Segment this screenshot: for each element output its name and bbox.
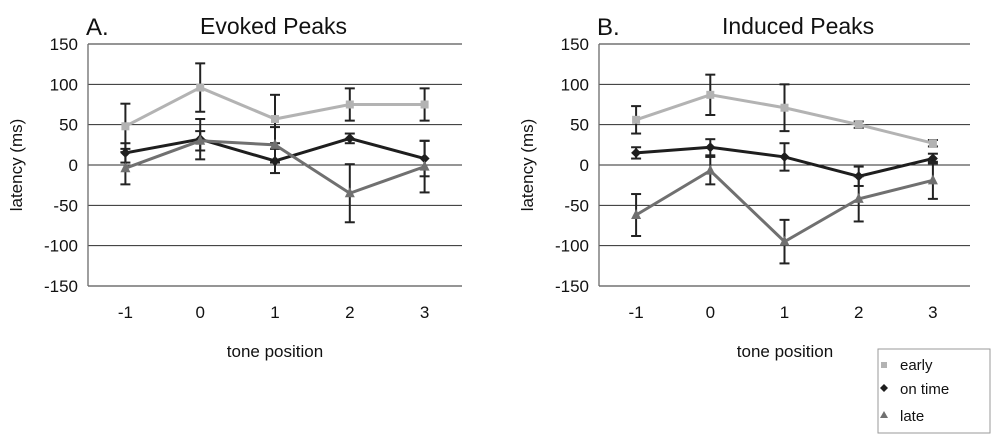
data-point <box>705 142 716 153</box>
x-axis-title: tone position <box>227 342 323 361</box>
data-point <box>345 100 354 109</box>
y-tick-label: -150 <box>555 277 589 296</box>
x-tick-label: 3 <box>928 303 937 322</box>
x-tick-label: 1 <box>780 303 789 322</box>
data-point <box>780 103 789 112</box>
y-tick-label: -50 <box>564 196 589 215</box>
chart-panel-evoked-peaks: A. Evoked Peaks 150 100 50 0 -50 -100 -150 -1 0 1 2 3… <box>7 13 462 361</box>
y-tick-label: 0 <box>69 156 78 175</box>
data-point <box>120 162 131 173</box>
y-tick-label: 100 <box>561 75 589 94</box>
data-point <box>196 83 205 92</box>
y-tick-label: -150 <box>44 277 78 296</box>
data-point <box>779 151 790 162</box>
series-late <box>120 126 430 224</box>
panel-label: B. <box>597 14 620 41</box>
x-tick-label: 2 <box>854 303 863 322</box>
data-point <box>270 138 280 149</box>
y-tick-label: -100 <box>555 237 589 256</box>
data-point <box>420 100 429 109</box>
y-axis-title: latency (ms) <box>7 119 26 212</box>
x-tick-label: 3 <box>420 303 429 322</box>
y-tick-label: 150 <box>50 35 78 54</box>
data-point <box>419 160 430 171</box>
legend-label-late: late <box>900 408 924 425</box>
series-early <box>631 73 938 148</box>
x-tick-label: 1 <box>270 303 279 322</box>
data-point <box>632 115 641 124</box>
data-point <box>853 192 864 203</box>
y-tick-label: 100 <box>50 75 78 94</box>
legend-label-early: early <box>900 357 933 374</box>
x-tick-label: 2 <box>345 303 354 322</box>
x-tick-label: -1 <box>118 303 133 322</box>
legend-label-on-time: on time <box>900 381 949 398</box>
y-tick-label: -50 <box>53 196 78 215</box>
x-tick-label: 0 <box>195 303 204 322</box>
data-point <box>779 235 790 246</box>
data-point <box>927 174 938 185</box>
legend-marker-on-time <box>880 384 888 392</box>
chart-title: Induced Peaks <box>722 13 874 39</box>
data-point <box>271 115 279 124</box>
legend-marker-late <box>880 411 888 418</box>
x-tick-label: -1 <box>629 303 644 322</box>
series-early <box>120 62 430 150</box>
y-tick-label: 150 <box>561 35 589 54</box>
data-point <box>344 133 355 144</box>
chart-panel-induced-peaks: B. Induced Peaks 150 100 50 0 -50 -100 -150 -1 0 1 2… <box>518 13 970 361</box>
data-point <box>631 209 642 220</box>
data-point <box>706 90 715 99</box>
y-tick-label: -100 <box>44 237 78 256</box>
data-point <box>928 139 937 148</box>
x-tick-label: 0 <box>706 303 715 322</box>
data-point <box>121 122 130 131</box>
data-point <box>631 147 642 158</box>
x-axis-title: tone position <box>737 342 833 361</box>
series-on-time <box>631 138 938 187</box>
legend-marker-early <box>881 362 887 368</box>
data-point <box>195 134 206 145</box>
data-point <box>344 187 355 198</box>
legend: early on time late <box>877 348 991 434</box>
y-tick-label: 0 <box>580 156 589 175</box>
y-tick-label: 50 <box>59 116 78 135</box>
chart-title: Evoked Peaks <box>200 13 347 39</box>
data-point <box>705 164 716 175</box>
y-tick-label: 50 <box>570 116 589 135</box>
y-axis-title: latency (ms) <box>518 119 537 212</box>
data-point <box>854 120 863 129</box>
panel-label: A. <box>86 14 109 41</box>
series-late <box>631 155 938 265</box>
